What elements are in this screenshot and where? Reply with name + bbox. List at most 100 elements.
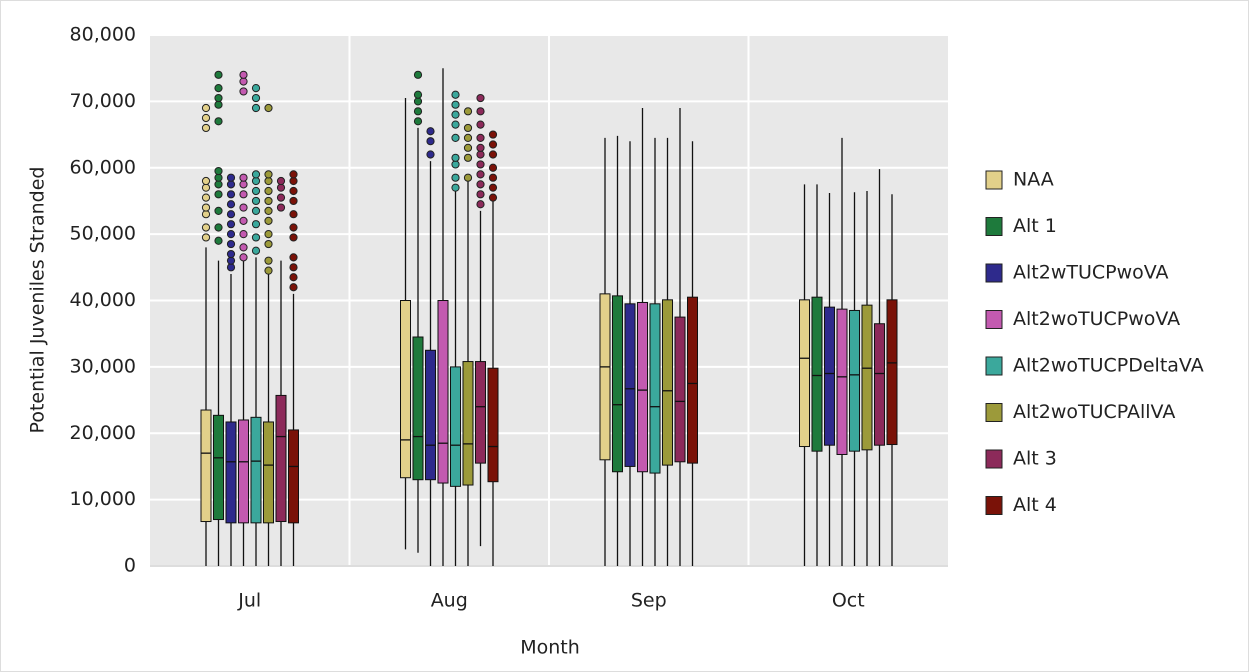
- outlier: [476, 170, 485, 179]
- outlier: [451, 100, 460, 109]
- outlier: [214, 223, 223, 232]
- outlier: [476, 107, 485, 116]
- y-tick-label: 10,000: [70, 488, 136, 510]
- outlier: [239, 77, 248, 86]
- legend-swatch: [985, 496, 1003, 515]
- outlier: [214, 166, 223, 176]
- legend-swatch: [985, 403, 1003, 422]
- box: [462, 361, 474, 486]
- outlier: [239, 190, 248, 199]
- outlier: [214, 180, 223, 189]
- outlier: [201, 223, 211, 232]
- outlier: [264, 103, 273, 113]
- outlier: [476, 180, 485, 189]
- outlier: [463, 173, 473, 182]
- outlier: [201, 233, 211, 242]
- outlier: [463, 123, 473, 133]
- outlier: [214, 70, 223, 79]
- outlier: [264, 216, 273, 225]
- outlier: [413, 117, 423, 126]
- legend-label: NAA: [1013, 169, 1054, 191]
- outlier: [451, 183, 460, 192]
- y-tick-label: 0: [124, 555, 136, 577]
- box: [849, 309, 860, 452]
- outlier: [201, 113, 211, 123]
- outlier: [264, 186, 273, 196]
- legend-label: Alt 1: [1013, 215, 1057, 237]
- legend-label: Alt2wTUCPwoVA: [1013, 262, 1169, 284]
- box: [450, 366, 461, 487]
- x-tick-label: Jul: [237, 590, 261, 612]
- outlier: [451, 173, 460, 182]
- outlier: [264, 256, 273, 265]
- y-tick-label: 80,000: [70, 24, 136, 46]
- outlier: [426, 127, 435, 136]
- outlier: [476, 93, 485, 103]
- outlier: [226, 210, 236, 219]
- box: [213, 414, 224, 521]
- outlier: [226, 173, 236, 182]
- outlier: [276, 176, 286, 186]
- outlier: [463, 153, 473, 162]
- outlier: [214, 93, 223, 103]
- outlier: [289, 176, 298, 186]
- outlier: [426, 150, 435, 159]
- outlier: [289, 170, 298, 179]
- outlier: [463, 107, 473, 116]
- outlier: [214, 206, 223, 215]
- outlier: [463, 133, 473, 142]
- outlier: [226, 190, 236, 199]
- legend-label: Alt 3: [1013, 448, 1057, 470]
- box: [886, 299, 898, 446]
- outlier: [488, 183, 498, 192]
- y-tick-label: 70,000: [70, 90, 136, 112]
- box: [824, 306, 835, 446]
- outlier: [264, 196, 273, 206]
- outlier: [201, 210, 211, 219]
- outlier: [226, 239, 236, 249]
- outlier: [226, 263, 236, 272]
- outlier: [251, 196, 261, 206]
- legend-label: Alt2woTUCPDeltaVA: [1013, 355, 1204, 377]
- outlier: [426, 137, 435, 146]
- outlier: [413, 90, 423, 99]
- outlier: [276, 193, 286, 202]
- outlier: [289, 196, 298, 206]
- box: [250, 416, 262, 524]
- outlier: [226, 249, 236, 259]
- y-tick-label: 20,000: [70, 422, 136, 444]
- box: [687, 296, 698, 464]
- outlier: [214, 117, 223, 126]
- box: [425, 349, 436, 481]
- outlier: [264, 176, 273, 186]
- outlier: [488, 150, 498, 159]
- box: [275, 394, 287, 523]
- outlier: [251, 206, 261, 215]
- outlier: [239, 203, 248, 212]
- outlier: [201, 103, 211, 113]
- box: [874, 323, 885, 446]
- outlier: [276, 203, 286, 212]
- outlier: [289, 233, 298, 242]
- y-tick-label: 40,000: [70, 289, 136, 311]
- box: [487, 367, 499, 483]
- outlier: [251, 84, 261, 93]
- outlier: [476, 143, 485, 152]
- outlier: [451, 133, 460, 142]
- legend-label: Alt2woTUCPAllVA: [1013, 401, 1175, 423]
- outlier: [239, 253, 248, 262]
- y-tick-label: 60,000: [70, 156, 136, 178]
- box: [475, 361, 486, 464]
- outlier: [201, 176, 211, 186]
- legend-swatch: [985, 263, 1003, 283]
- outlier: [226, 256, 236, 265]
- x-tick-label: Oct: [832, 590, 865, 612]
- box: [238, 419, 249, 524]
- outlier: [251, 170, 261, 179]
- outlier: [251, 176, 261, 186]
- outlier: [201, 123, 211, 133]
- outlier: [413, 70, 423, 79]
- outlier: [201, 203, 211, 212]
